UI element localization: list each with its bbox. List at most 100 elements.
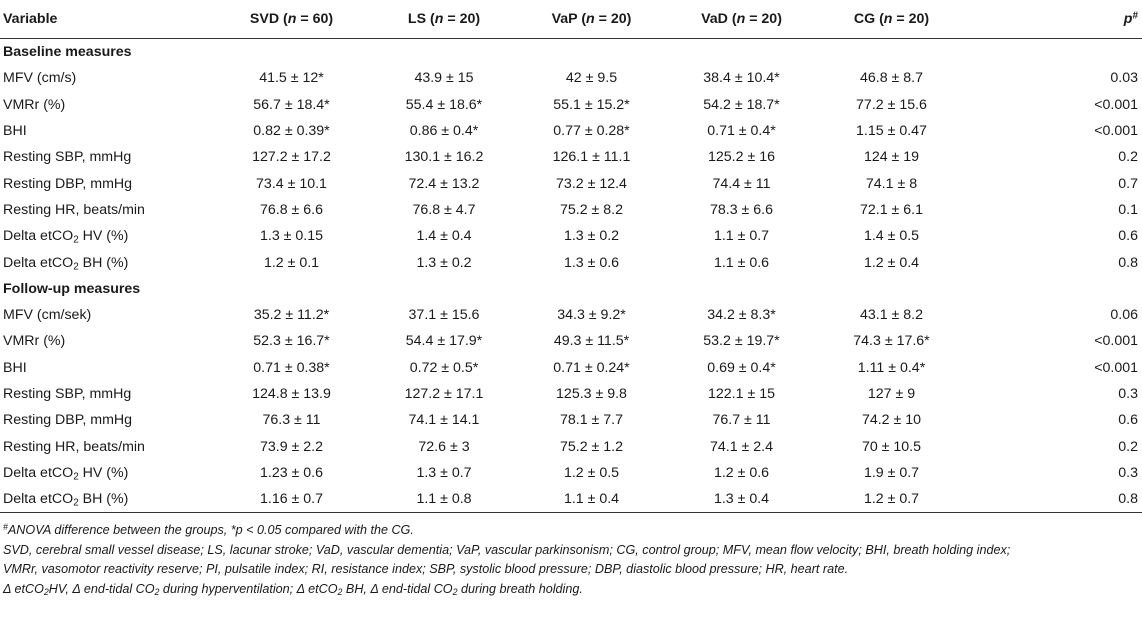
cell-ls: 72.6 ± 3	[418, 438, 470, 455]
header-vad: VaD (n = 20)	[664, 0, 819, 39]
section-header-row: Follow-up measures	[0, 276, 1142, 302]
cell-cg: 1.2 ± 0.4	[863, 254, 920, 271]
cell-vad: 125.2 ± 16	[708, 149, 775, 166]
cell-svd: 1.3 ± 0.15	[259, 228, 323, 245]
section-header-row: Baseline measures	[0, 39, 1142, 66]
cell-ls: 74.1 ± 14.1	[408, 412, 480, 429]
cell-cg: 1.4 ± 0.5	[863, 228, 920, 245]
cell-vad: 34.2 ± 8.3*	[707, 307, 776, 324]
table-row: BHI 0.71 ± 0.38* 0.72 ± 0.5* 0.71 ± 0.24* 0.…	[0, 355, 1142, 381]
cell-vap: 73.2 ± 12.4	[556, 175, 627, 192]
cell-ls: 54.4 ± 17.9*	[405, 333, 483, 350]
cell-ls: 76.8 ± 4.7	[412, 201, 476, 218]
cell-svd: 56.7 ± 18.4*	[253, 96, 330, 113]
header-svd: SVD (n = 60)	[214, 0, 369, 39]
cell-ls: 0.72 ± 0.5*	[409, 359, 479, 376]
cell-vad: 74.1 ± 2.4	[709, 438, 773, 455]
row-label: VMRr (%)	[3, 333, 66, 350]
footnote-abbreviations-2: VMRr, vasomotor reactivity reserve; PI, …	[3, 562, 849, 577]
cell-p-value: 0.6	[1118, 412, 1138, 429]
row-label: MFV (cm/sek)	[3, 307, 92, 324]
cell-vap: 34.3 ± 9.2*	[557, 307, 626, 324]
cell-svd: 1.16 ± 0.7	[214, 486, 369, 514]
header-cg: CG (n = 20)	[819, 0, 964, 39]
cell-svd: 0.71 ± 0.38*	[253, 359, 330, 376]
cell-ls: 37.1 ± 15.6	[408, 307, 480, 324]
header-variable: Variable	[0, 0, 214, 39]
row-label: Resting HR, beats/min	[3, 201, 145, 218]
table-row: VMRr (%) 52.3 ± 16.7* 54.4 ± 17.9* 49.3 ± 1…	[0, 328, 1142, 354]
row-label: MFV (cm/s)	[3, 70, 77, 87]
cell-cg: 127 ± 9	[867, 386, 916, 402]
header-vap: VaP (n = 20)	[519, 0, 664, 39]
cell-ls: 55.4 ± 18.6*	[405, 96, 483, 113]
cell-cg: 74.3 ± 17.6*	[853, 333, 930, 350]
table-row: Delta etCO2 HV (%) 1.23 ± 0.6 1.3 ± 0.7 1.2…	[0, 460, 1142, 486]
cell-vad: 1.1 ± 0.6	[713, 254, 770, 271]
cell-p-value: 0.8	[1118, 254, 1138, 271]
cell-cg: 74.2 ± 10	[861, 412, 922, 429]
cell-vap: 126.1 ± 11.1	[552, 149, 631, 166]
table-row: MFV (cm/s) 41.5 ± 12* 43.9 ± 15 42 ± 9.5 38.…	[0, 65, 1142, 91]
results-table: Variable SVD (n = 60) LS (n = 20) VaP (n…	[0, 0, 1142, 514]
cell-vad: 74.4 ± 11	[712, 175, 771, 192]
table-row: Resting DBP, mmHg 76.3 ± 11 74.1 ± 14.1 78.…	[0, 407, 1142, 433]
cell-vap: 78.1 ± 7.7	[559, 412, 623, 429]
cell-svd: 1.2 ± 0.1	[263, 254, 320, 271]
cell-p-value: 0.6	[1118, 228, 1138, 245]
cell-ls: 1.3 ± 0.7	[416, 464, 472, 481]
cell-p-value: 0.03	[1110, 70, 1138, 87]
header-p-value: p#	[964, 0, 1142, 39]
cell-vap: 0.77 ± 0.28*	[553, 123, 630, 140]
cell-svd: 76.8 ± 6.6	[259, 201, 323, 218]
cell-svd: 41.5 ± 12*	[259, 70, 324, 87]
cell-svd: 0.82 ± 0.39*	[253, 123, 330, 140]
table-footnotes: #ANOVA difference between the groups, *p…	[0, 521, 1142, 599]
cell-vad: 0.71 ± 0.4*	[707, 123, 776, 140]
row-label: Resting HR, beats/min	[3, 438, 145, 455]
cell-p-value: 0.06	[1110, 307, 1138, 324]
cell-p-value: 0.8	[964, 486, 1142, 514]
footnote-abbreviations-1: SVD, cerebral small vessel disease; LS, …	[3, 542, 1011, 557]
cell-cg: 43.1 ± 8.2	[859, 307, 923, 324]
cell-ls: 127.2 ± 17.1	[404, 386, 484, 402]
row-label: Delta etCO2 HV (%)	[3, 228, 129, 246]
cell-svd: 35.2 ± 11.2*	[253, 307, 330, 324]
cell-ls: 0.86 ± 0.4*	[409, 123, 479, 140]
cell-svd: 124.8 ± 13.9	[252, 386, 331, 402]
cell-cg: 46.8 ± 8.7	[859, 70, 923, 87]
row-label: Resting SBP, mmHg	[3, 386, 132, 402]
table-row: Resting SBP, mmHg 124.8 ± 13.9 127.2 ± 17.…	[0, 381, 1142, 407]
row-label: VMRr (%)	[3, 96, 66, 113]
cell-vap: 1.3 ± 0.6	[563, 254, 620, 271]
cell-cg: 77.2 ± 15.6	[856, 96, 927, 113]
row-label: Resting SBP, mmHg	[3, 149, 132, 166]
cell-p-value: 0.1	[1118, 201, 1138, 218]
footnote-etco2: Δ etCO2HV, Δ end-tidal CO2 during hyperv…	[3, 581, 583, 598]
table-row: Delta etCO2 BH (%) 1.2 ± 0.1 1.3 ± 0.2 1.3 …	[0, 249, 1142, 275]
cell-cg: 72.1 ± 6.1	[859, 201, 923, 218]
table-row: VMRr (%) 56.7 ± 18.4* 55.4 ± 18.6* 55.1 ± 1…	[0, 92, 1142, 118]
cell-cg: 1.11 ± 0.4*	[857, 359, 926, 376]
cell-cg: 1.2 ± 0.7	[819, 486, 964, 514]
cell-p-value: 0.2	[1118, 149, 1138, 166]
cell-vap: 1.1 ± 0.4	[519, 486, 664, 514]
cell-p-value: <0.001	[1094, 96, 1138, 113]
cell-ls: 43.9 ± 15	[414, 70, 474, 87]
cell-p-value: <0.001	[1094, 333, 1138, 350]
cell-vap: 125.3 ± 9.8	[556, 386, 627, 402]
cell-vad: 0.69 ± 0.4*	[707, 359, 776, 376]
cell-svd: 1.23 ± 0.6	[259, 464, 323, 481]
cell-vap: 1.2 ± 0.5	[563, 464, 620, 481]
cell-cg: 1.15 ± 0.47	[856, 123, 927, 140]
section-title: Follow-up measures	[3, 280, 141, 297]
cell-vad: 76.7 ± 11	[712, 412, 771, 429]
row-label: Delta etCO2 BH (%)	[0, 486, 214, 514]
cell-vap: 75.2 ± 1.2	[559, 438, 623, 455]
table-row: BHI 0.82 ± 0.39* 0.86 ± 0.4* 0.77 ± 0.28* 0.…	[0, 118, 1142, 144]
cell-ls: 1.1 ± 0.8	[369, 486, 519, 514]
cell-svd: 127.2 ± 17.2	[252, 149, 331, 166]
cell-svd: 76.3 ± 11	[262, 412, 321, 429]
row-label: Delta etCO2 BH (%)	[3, 254, 129, 272]
